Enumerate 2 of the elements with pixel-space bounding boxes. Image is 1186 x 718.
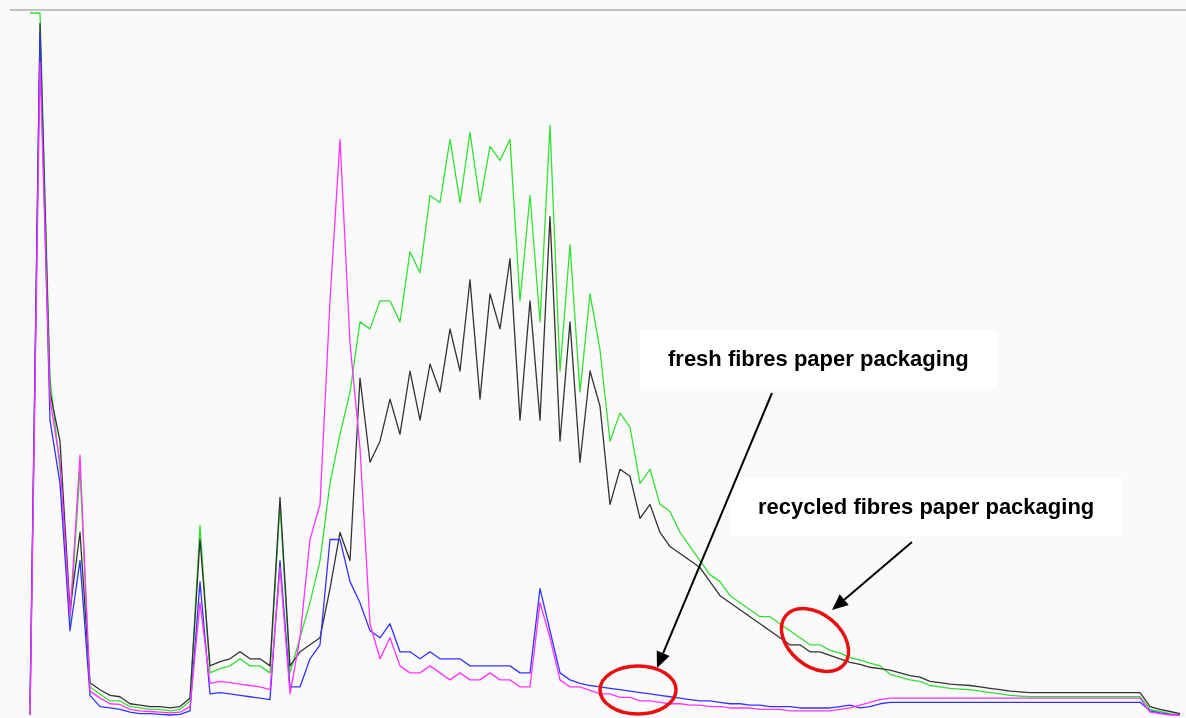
annotation: fresh fibres paper packaging [640, 330, 997, 388]
annotation: recycled fibres paper packaging [730, 478, 1123, 536]
